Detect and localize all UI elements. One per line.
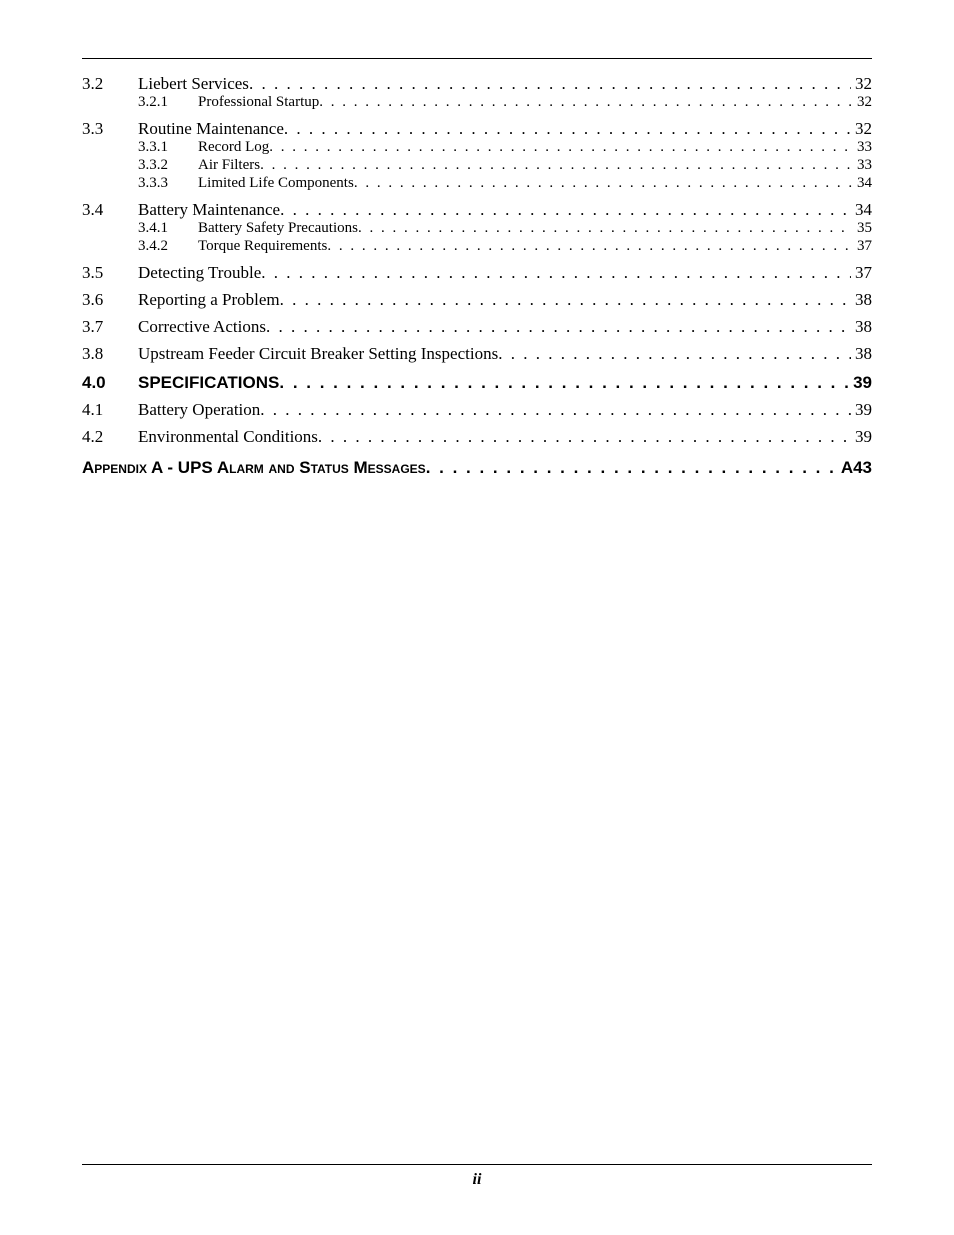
toc-title: Limited Life Components — [198, 176, 354, 191]
toc-number: 3.5 — [82, 264, 138, 281]
toc-leader-dots — [279, 374, 849, 391]
toc-entry: 3.2.1 Professional Startup 32 — [82, 95, 872, 110]
toc-number: 3.2.1 — [138, 95, 198, 110]
toc-title: Professional Startup — [198, 95, 319, 110]
bottom-rule — [82, 1164, 872, 1165]
toc-entry: 3.3.2 Air Filters 33 — [82, 158, 872, 173]
toc-number: 4.1 — [82, 401, 138, 418]
toc-number: 3.3.1 — [138, 140, 198, 155]
toc-page: 39 — [849, 374, 872, 391]
toc-leader-dots — [249, 75, 851, 92]
toc-page: 39 — [851, 428, 872, 445]
toc-page: 38 — [851, 345, 872, 362]
page-number: ii — [82, 1171, 872, 1189]
toc-page: 38 — [851, 318, 872, 335]
toc-title: Air Filters — [198, 158, 260, 173]
document-page: 3.2 Liebert Services 32 3.2.1 Profession… — [0, 0, 954, 1235]
toc-leader-dots — [260, 401, 851, 418]
toc-leader-dots — [266, 318, 851, 335]
toc-number: 3.7 — [82, 318, 138, 335]
toc-page: 32 — [853, 95, 872, 110]
toc-page: A43 — [837, 459, 872, 476]
page-footer: ii — [82, 1164, 872, 1189]
toc-number: 4.2 — [82, 428, 138, 445]
toc-page: 38 — [851, 291, 872, 308]
toc-page: 32 — [851, 75, 872, 92]
toc-number: 3.3.2 — [138, 158, 198, 173]
toc-number: 3.2 — [82, 75, 138, 92]
top-rule — [82, 58, 872, 59]
toc-entry: 3.3 Routine Maintenance 32 — [82, 120, 872, 137]
toc-page: 37 — [853, 239, 872, 254]
toc-entry: 3.4.2 Torque Requirements 37 — [82, 239, 872, 254]
toc-page: 37 — [851, 264, 872, 281]
toc-title: Torque Requirements — [198, 239, 327, 254]
toc-title: Upstream Feeder Circuit Breaker Setting … — [138, 345, 498, 362]
toc-title: Reporting a Problem — [138, 291, 280, 308]
toc-leader-dots — [280, 201, 851, 218]
toc-leader-dots — [327, 239, 853, 254]
toc-page: 32 — [851, 120, 872, 137]
toc-leader-dots — [358, 221, 853, 236]
toc-title: Detecting Trouble — [138, 264, 261, 281]
toc-number: 3.3.3 — [138, 176, 198, 191]
toc-title: Appendix A - UPS Alarm and Status Messag… — [82, 459, 426, 476]
toc-leader-dots — [284, 120, 851, 137]
toc-number: 3.3 — [82, 120, 138, 137]
toc-title: Corrective Actions — [138, 318, 266, 335]
toc-leader-dots — [498, 345, 851, 362]
toc-title: Liebert Services — [138, 75, 249, 92]
toc-entry: 3.4 Battery Maintenance 34 — [82, 201, 872, 218]
toc-leader-dots — [261, 264, 851, 281]
toc-title: Battery Safety Precautions — [198, 221, 358, 236]
toc-entry: 3.4.1 Battery Safety Precautions 35 — [82, 221, 872, 236]
toc-title: Environmental Conditions — [138, 428, 318, 445]
table-of-contents: 3.2 Liebert Services 32 3.2.1 Profession… — [82, 75, 872, 476]
toc-leader-dots — [269, 140, 853, 155]
toc-title: Routine Maintenance — [138, 120, 284, 137]
toc-leader-dots — [354, 176, 853, 191]
toc-page: 34 — [853, 176, 872, 191]
toc-number: 3.6 — [82, 291, 138, 308]
toc-leader-dots — [318, 428, 851, 445]
toc-number: 4.0 — [82, 374, 138, 391]
toc-title: Record Log — [198, 140, 269, 155]
toc-leader-dots — [426, 459, 837, 476]
toc-entry: 4.2 Environmental Conditions 39 — [82, 428, 872, 445]
toc-page: 35 — [853, 221, 872, 236]
toc-leader-dots — [319, 95, 853, 110]
toc-entry: 4.1 Battery Operation 39 — [82, 401, 872, 418]
toc-entry: 3.7 Corrective Actions 38 — [82, 318, 872, 335]
toc-title: SPECIFICATIONS — [138, 374, 279, 391]
toc-entry: 3.8 Upstream Feeder Circuit Breaker Sett… — [82, 345, 872, 362]
toc-entry: 3.3.1 Record Log 33 — [82, 140, 872, 155]
toc-appendix-entry: Appendix A - UPS Alarm and Status Messag… — [82, 459, 872, 476]
toc-leader-dots — [260, 158, 853, 173]
toc-title: Battery Maintenance — [138, 201, 280, 218]
toc-page: 33 — [853, 158, 872, 173]
toc-entry: 3.2 Liebert Services 32 — [82, 75, 872, 92]
toc-page: 33 — [853, 140, 872, 155]
toc-entry: 3.3.3 Limited Life Components 34 — [82, 176, 872, 191]
toc-entry: 3.6 Reporting a Problem 38 — [82, 291, 872, 308]
toc-entry: 3.5 Detecting Trouble 37 — [82, 264, 872, 281]
toc-number: 3.8 — [82, 345, 138, 362]
toc-number: 3.4.2 — [138, 239, 198, 254]
toc-title: Battery Operation — [138, 401, 260, 418]
toc-leader-dots — [280, 291, 851, 308]
toc-number: 3.4 — [82, 201, 138, 218]
toc-page: 34 — [851, 201, 872, 218]
toc-page: 39 — [851, 401, 872, 418]
toc-section-heading: 4.0 SPECIFICATIONS 39 — [82, 374, 872, 391]
toc-number: 3.4.1 — [138, 221, 198, 236]
